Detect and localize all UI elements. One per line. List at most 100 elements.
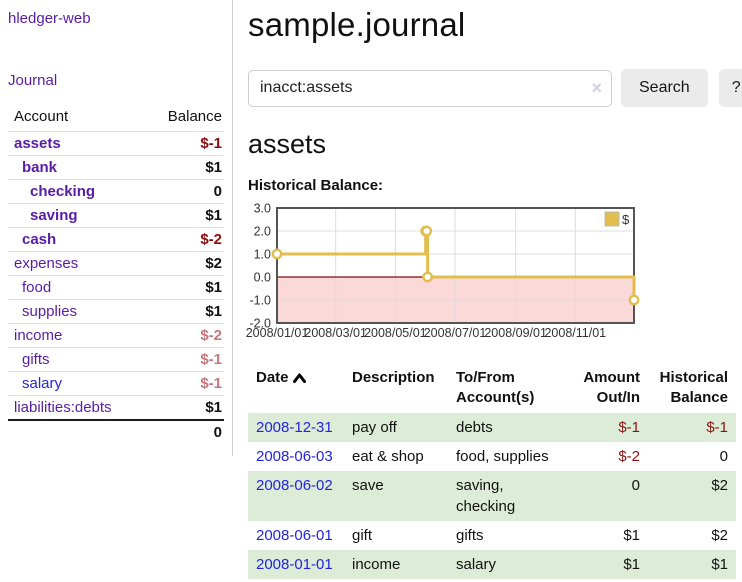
main-content: sample.journal × Search ? assets Histori… bbox=[233, 0, 742, 579]
register-balance: 0 bbox=[719, 447, 728, 465]
account-balance: 0 bbox=[142, 179, 224, 204]
chart-canvas: 3.0 2.0 1.0 0.0 -1.0 -2.02008/01/012008/03/01… bbox=[246, 202, 640, 340]
register-description: gift bbox=[352, 526, 373, 544]
account-row: supplies $1 bbox=[8, 299, 224, 324]
chart-title: Historical Balance: bbox=[248, 177, 384, 194]
account-balance: $1 bbox=[142, 395, 224, 420]
sidebar-account-checking[interactable]: checking bbox=[30, 183, 96, 200]
account-heading: assets bbox=[248, 129, 327, 159]
legend-label: $ bbox=[622, 212, 630, 227]
sidebar-account-supplies[interactable]: supplies bbox=[22, 303, 78, 320]
account-balance: $-1 bbox=[142, 347, 224, 372]
accounts-header-account: Account bbox=[14, 108, 69, 125]
sidebar-account-cash[interactable]: cash bbox=[22, 231, 57, 248]
register-accounts: debts bbox=[456, 418, 493, 436]
register-accounts: saving, checking bbox=[456, 476, 516, 515]
sidebar-account-expenses[interactable]: expenses bbox=[14, 255, 79, 272]
register-accounts: gifts bbox=[456, 526, 484, 544]
register-date-link[interactable]: 2008-06-01 bbox=[256, 526, 333, 544]
y-tick-label: 3.0 bbox=[254, 202, 271, 216]
sidebar-account-saving[interactable]: saving bbox=[30, 207, 78, 224]
x-tick-label: 2008/05/01 bbox=[364, 326, 427, 340]
register-row[interactable]: 2008-12-31 pay off debts $-1 $-1 bbox=[248, 412, 736, 442]
y-tick-label: -2.0 bbox=[249, 317, 271, 331]
search-input[interactable] bbox=[248, 69, 612, 107]
account-balance: $1 bbox=[142, 203, 224, 228]
register-row[interactable]: 2008-06-01 gift gifts $1 $2 bbox=[248, 521, 736, 550]
sidebar-account-food[interactable]: food bbox=[22, 279, 52, 296]
legend-swatch bbox=[604, 211, 620, 227]
x-tick-label: 2008/01/01 bbox=[246, 326, 309, 340]
data-point-marker[interactable] bbox=[628, 294, 640, 306]
plot-border bbox=[276, 207, 635, 324]
sidebar-item-journal[interactable]: Journal bbox=[8, 72, 58, 89]
sort-asc-icon bbox=[292, 370, 306, 387]
account-row: cash $-2 bbox=[8, 227, 224, 252]
register-amount: $-2 bbox=[618, 447, 640, 465]
sidebar-account-salary[interactable]: salary bbox=[22, 375, 63, 392]
accounts-header-balance: Balance bbox=[167, 108, 222, 125]
account-balance: $1 bbox=[142, 299, 224, 324]
data-point-marker[interactable] bbox=[421, 225, 433, 237]
register-description: save bbox=[352, 476, 384, 494]
register-table: Date Description To/From Account(s) Amou… bbox=[248, 364, 736, 579]
register-row[interactable]: 2008-06-02 save saving, checking 0 $2 bbox=[248, 470, 736, 521]
sidebar-account-gifts[interactable]: gifts bbox=[22, 351, 50, 368]
accounts-total: 0 bbox=[142, 419, 224, 444]
search-button[interactable]: Search bbox=[621, 69, 708, 107]
accounts-table: Account Balance assets $-1 bank $1 checking 0… bbox=[8, 105, 224, 444]
account-row: liabilities:debts $1 bbox=[8, 395, 224, 420]
account-row: income $-2 bbox=[8, 323, 224, 348]
register-amount: $1 bbox=[623, 526, 640, 544]
account-row: assets $-1 bbox=[8, 131, 224, 156]
register-row[interactable]: 2008-01-01 income salary $1 $1 bbox=[248, 549, 736, 579]
sidebar-account-income[interactable]: income bbox=[14, 327, 63, 344]
sidebar-account-liabilities:debts[interactable]: liabilities:debts bbox=[14, 399, 112, 416]
help-button[interactable]: ? bbox=[718, 69, 742, 107]
register-header-description: Description bbox=[352, 369, 435, 386]
accounts-total-row: 0 bbox=[8, 419, 224, 444]
account-balance: $2 bbox=[142, 251, 224, 276]
account-balance: $-2 bbox=[142, 227, 224, 252]
account-balance: $1 bbox=[142, 275, 224, 300]
x-tick-label: 2008/09/01 bbox=[484, 326, 547, 340]
clear-search-icon[interactable]: × bbox=[591, 77, 602, 98]
register-accounts: food, supplies bbox=[456, 447, 549, 465]
brand-link[interactable]: hledger-web bbox=[8, 10, 91, 27]
register-date-link[interactable]: 2008-01-01 bbox=[256, 555, 333, 573]
account-row: checking 0 bbox=[8, 179, 224, 204]
register-description: pay off bbox=[352, 418, 397, 436]
register-date-link[interactable]: 2008-12-31 bbox=[256, 418, 333, 436]
data-point-marker[interactable] bbox=[422, 271, 434, 283]
register-header-accounts: To/From Account(s) bbox=[456, 369, 535, 407]
register-row[interactable]: 2008-06-03 eat & shop food, supplies $-2 0 bbox=[248, 442, 736, 471]
y-tick-label: 1.0 bbox=[254, 248, 271, 262]
account-balance: $-2 bbox=[142, 323, 224, 348]
register-header-balance: Historical Balance bbox=[659, 369, 728, 407]
historical-balance-chart: 3.0 2.0 1.0 0.0 -1.0 -2.0 2008/01/01 2008/03/01… bbox=[246, 202, 742, 341]
sidebar: hledger-web Journal Account Balance asse… bbox=[0, 0, 233, 456]
register-accounts: salary bbox=[456, 555, 497, 573]
account-row: food $1 bbox=[8, 275, 224, 300]
data-point-marker[interactable] bbox=[271, 248, 283, 260]
y-tick-label: -1.0 bbox=[249, 294, 271, 308]
register-description: income bbox=[352, 555, 401, 573]
register-header-amount: Amount Out/In bbox=[583, 369, 640, 407]
account-row: expenses $2 bbox=[8, 251, 224, 276]
register-balance: $1 bbox=[711, 555, 728, 573]
y-tick-label: 0.0 bbox=[254, 271, 271, 285]
y-tick-label: 2.0 bbox=[254, 225, 271, 239]
account-balance: $1 bbox=[142, 155, 224, 180]
register-header-date[interactable]: Date bbox=[248, 364, 344, 413]
register-amount: 0 bbox=[631, 476, 640, 494]
sidebar-account-bank[interactable]: bank bbox=[22, 159, 58, 176]
account-balance: $-1 bbox=[142, 371, 224, 396]
register-balance: $2 bbox=[711, 526, 728, 544]
account-row: saving $1 bbox=[8, 203, 224, 228]
account-row: gifts $-1 bbox=[8, 347, 224, 372]
register-date-link[interactable]: 2008-06-03 bbox=[256, 447, 333, 465]
register-date-link[interactable]: 2008-06-02 bbox=[256, 476, 333, 494]
register-balance: $-1 bbox=[706, 418, 728, 436]
sidebar-account-assets[interactable]: assets bbox=[14, 135, 61, 152]
